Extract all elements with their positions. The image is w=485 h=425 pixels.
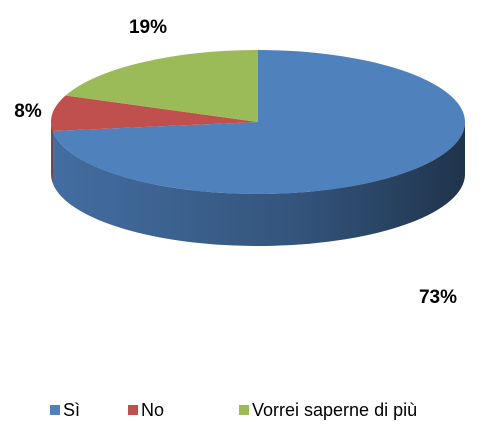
data-label: 73% bbox=[419, 287, 457, 308]
data-label: 19% bbox=[129, 17, 167, 38]
pie-side-shade bbox=[51, 122, 53, 184]
pie-slice bbox=[65, 50, 258, 122]
legend-label: No bbox=[141, 400, 164, 420]
legend-swatch bbox=[128, 405, 138, 415]
pie-slice bbox=[52, 50, 465, 195]
legend-label: Sì bbox=[63, 400, 80, 420]
pie-slice bbox=[50, 95, 258, 132]
legend-swatch bbox=[239, 405, 249, 415]
pie-side-shade bbox=[52, 122, 465, 247]
legend-label: Vorrei saperne di più bbox=[252, 400, 417, 420]
data-label: 8% bbox=[14, 101, 42, 122]
legend-swatch bbox=[50, 405, 60, 415]
